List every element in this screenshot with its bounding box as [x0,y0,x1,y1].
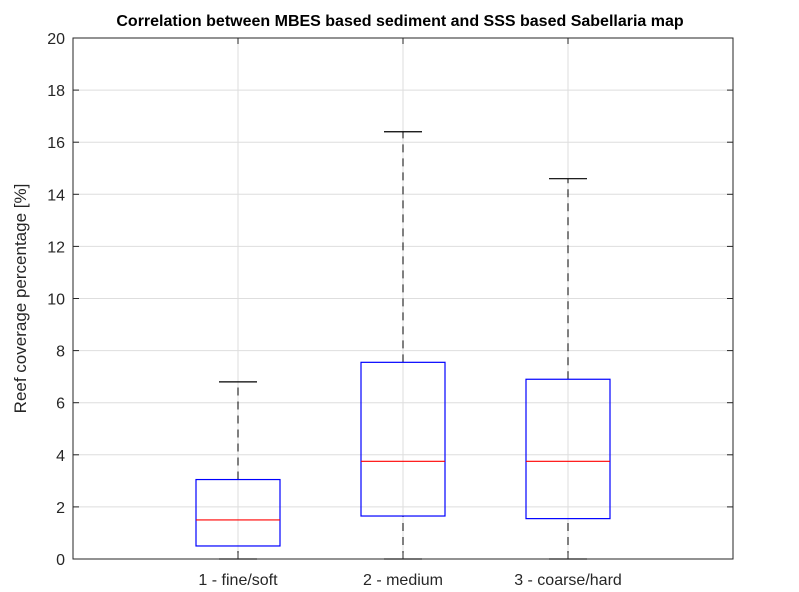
y-axis-ticks: 0 2 4 6 8 10 12 14 16 18 20 [47,31,733,569]
y-tick-label: 10 [47,292,65,309]
y-tick-label: 18 [47,83,65,100]
x-axis-ticks: 1 - fine/soft 2 - medium 3 - coarse/hard [198,38,622,589]
y-tick-label: 14 [47,187,65,204]
y-tick-label: 12 [47,239,65,256]
box-iqr [195,478,281,547]
x-tick-label: 2 - medium [363,572,443,589]
y-tick-label: 4 [56,448,65,465]
y-axis-label: Reef coverage percentage [%] [11,184,30,414]
y-tick-label: 0 [56,552,65,569]
y-tick-label: 6 [56,396,65,413]
y-tick-label: 20 [47,31,65,48]
chart-title: Correlation between MBES based sediment … [116,13,684,30]
y-tick-label: 2 [56,500,65,517]
x-tick-label: 1 - fine/soft [198,572,278,589]
box-iqr [360,361,446,517]
y-tick-label: 8 [56,344,65,361]
y-tick-label: 16 [47,135,65,152]
x-tick-label: 3 - coarse/hard [514,572,622,589]
box-iqr [525,378,611,520]
